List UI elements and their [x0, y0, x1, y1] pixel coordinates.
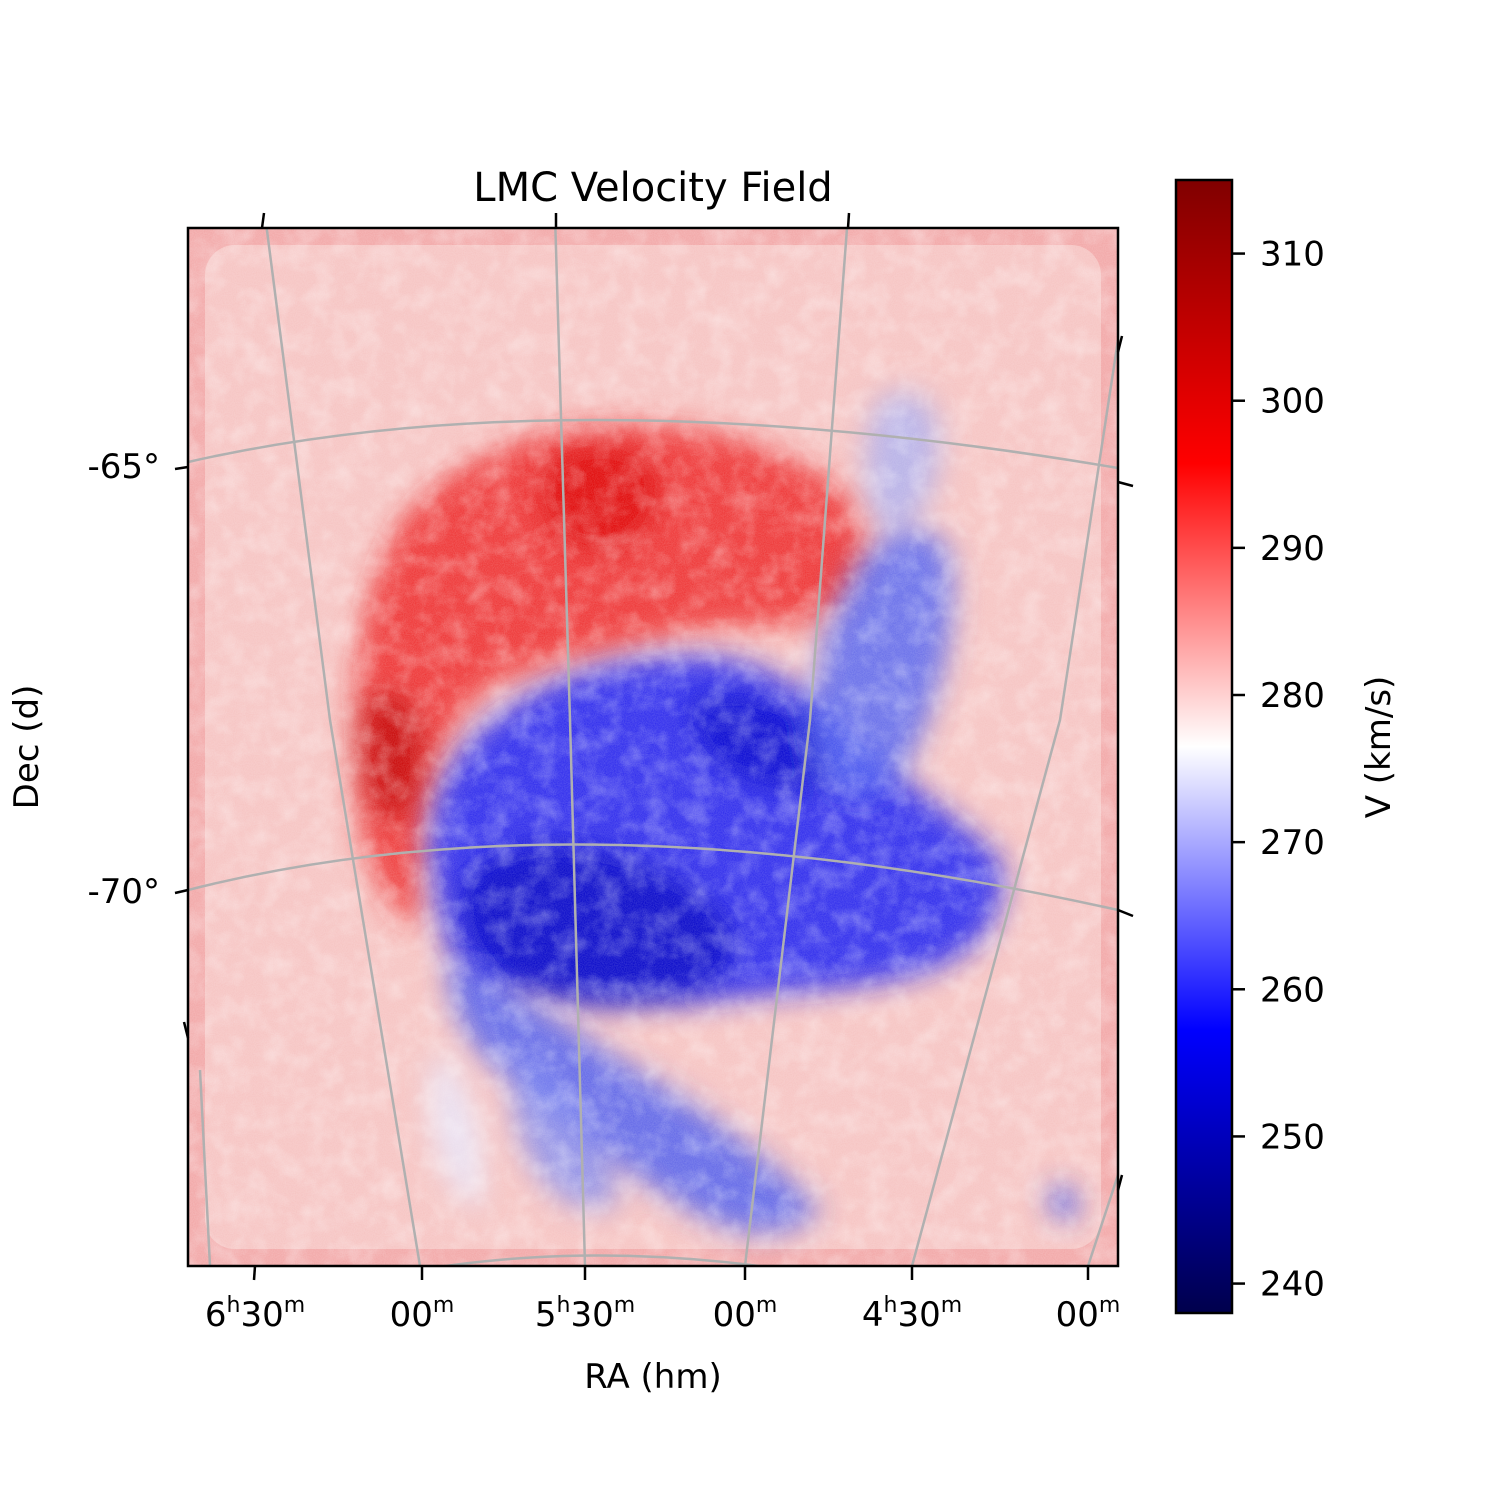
colorbar-gradient	[1174, 178, 1234, 1315]
dec-line-65	[188, 418, 1118, 470]
colorbar-tick-label: 310	[1260, 235, 1325, 275]
x-tick-label: 00m	[390, 1293, 455, 1335]
x-tick-label: 00m	[1056, 1293, 1121, 1335]
ra-line-6h30m	[265, 228, 422, 1266]
ra-line-5h30m	[554, 228, 587, 1266]
y-tick-label: -70°	[87, 872, 160, 912]
colorbar-label: V (km/s)	[1359, 676, 1399, 819]
x-tick-label: 6h30m	[205, 1293, 305, 1335]
pixel-noise	[188, 228, 1118, 1266]
ra-line-4h30m	[910, 339, 1118, 1266]
colorbar-tick-label: 240	[1260, 1265, 1325, 1305]
colorbar-ticks: 240 250 260 270 280 290 300 310	[1232, 235, 1325, 1305]
colorbar-tick-label: 280	[1260, 676, 1325, 716]
x-tick-label: 00m	[713, 1293, 778, 1335]
colorbar-tick-label: 260	[1260, 970, 1325, 1010]
x-tick-label: 5h30m	[535, 1293, 635, 1335]
colorbar: 240 250 260 270 280 290 300 310 V (km/s)	[1174, 178, 1399, 1315]
y-axis-label: Dec (d)	[7, 685, 47, 810]
chart-title: LMC Velocity Field	[473, 165, 832, 211]
colorbar-tick-label: 300	[1260, 382, 1325, 422]
ra-line-4h00m	[1086, 1174, 1118, 1266]
colorbar-tick-label: 270	[1260, 823, 1325, 863]
coordinate-grid	[188, 228, 1118, 1266]
y-tick-label: -65°	[87, 447, 160, 487]
x-axis-label: RA (hm)	[584, 1357, 722, 1397]
dec-line-75	[437, 1254, 768, 1266]
colorbar-tick-label: 290	[1260, 529, 1325, 569]
tick-marks	[174, 212, 1134, 1281]
ra-line-6h00m	[198, 1069, 212, 1266]
dec-line-70	[188, 843, 1118, 912]
ra-line-5h00m	[743, 228, 849, 1266]
velocity-map	[188, 228, 1118, 1266]
x-tick-labels: 6h30m 00m 5h30m 00m 4h30m 00m	[205, 1293, 1121, 1335]
colorbar-tick-label: 250	[1260, 1117, 1325, 1157]
plot-frame	[186, 226, 1120, 1268]
x-tick-label: 4h30m	[862, 1293, 962, 1335]
